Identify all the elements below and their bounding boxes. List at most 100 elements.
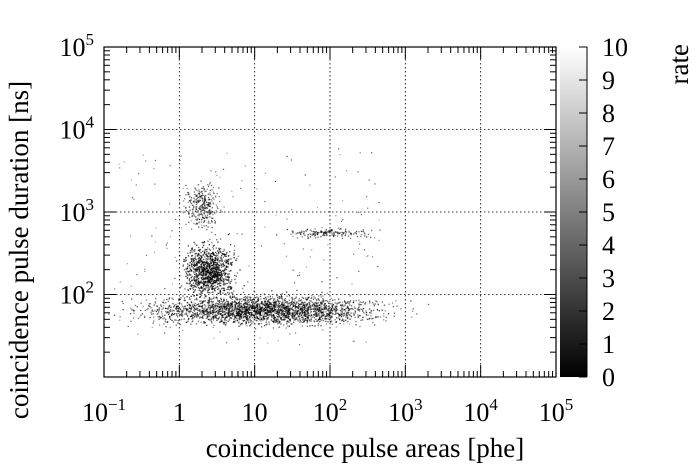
data-point [322,309,324,311]
data-point [219,247,222,250]
data-point [193,197,195,199]
data-point [195,261,197,263]
data-point [197,253,200,255]
data-point [322,317,324,320]
data-point [319,319,322,321]
data-point [294,300,296,302]
data-point [201,282,203,284]
data-point [202,279,204,281]
data-point [196,316,198,318]
data-point [292,313,294,315]
data-point [307,237,309,239]
data-point [221,320,224,322]
data-point [206,206,208,209]
data-point [251,306,253,309]
data-point [215,315,217,317]
data-point [305,310,308,313]
data-point [336,305,338,307]
data-point [267,305,269,307]
data-point [179,298,181,301]
data-point [293,313,295,315]
data-point [134,304,136,307]
data-point [188,297,191,299]
data-point [306,303,309,305]
data-point [221,280,223,282]
data-point [208,204,210,206]
data-point [301,312,303,314]
data-point [199,199,201,202]
data-point [240,309,242,311]
data-point [305,313,307,316]
data-point [311,324,313,327]
data-point [211,264,213,267]
data-point [341,307,343,309]
data-point [289,319,291,321]
data-point [262,310,264,312]
data-point [200,256,202,258]
data-point [192,305,195,308]
data-point [349,318,352,320]
data-point [306,299,308,301]
data-point [239,308,241,310]
data-point [337,309,339,311]
data-point [206,255,208,257]
data-point [200,204,203,207]
data-point [297,311,299,313]
data-point [183,258,185,260]
data-point [275,300,277,302]
data-point [197,274,199,276]
data-point [293,315,295,317]
data-point [201,193,203,195]
data-point [195,276,197,278]
data-point [186,282,188,285]
data-point [273,298,275,300]
data-point [175,319,177,321]
data-point [356,235,359,238]
data-point [289,318,291,320]
data-point [263,325,266,327]
data-point [247,318,249,320]
data-point [200,213,203,215]
data-point [212,326,214,329]
data-point [215,272,217,274]
data-point [199,313,201,315]
data-point [215,258,217,261]
data-point [279,312,281,315]
data-point [278,315,280,317]
data-point [212,248,215,250]
data-point [211,288,214,290]
data-point [215,259,217,261]
data-point [270,302,272,304]
data-point [314,302,317,304]
data-point [205,274,207,276]
data-point [263,317,265,319]
data-point [299,312,302,314]
data-point [285,313,287,315]
data-point [188,312,190,314]
data-point [197,309,199,312]
data-point [217,275,219,278]
data-point [267,318,269,320]
data-point [241,233,243,235]
data-point [276,310,278,313]
data-point [269,311,271,313]
data-point [259,295,262,298]
data-point [328,305,330,307]
data-point [279,310,281,312]
data-point [281,303,283,305]
data-point [238,315,240,317]
data-point [323,304,325,306]
data-point [283,243,285,245]
data-point [326,299,328,302]
data-point [215,296,218,298]
data-point [199,311,202,313]
data-point [264,315,267,317]
data-point [321,303,323,306]
data-point [218,288,220,290]
data-point [221,312,223,314]
data-point [273,315,275,317]
data-point [246,317,248,320]
data-point [179,313,181,315]
data-point [191,266,193,268]
data-point [206,291,209,293]
